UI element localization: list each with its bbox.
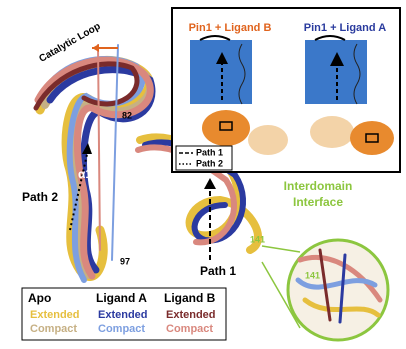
annotation: Path 2 (22, 190, 58, 204)
helix (238, 43, 246, 105)
inset-title: Pin1 + Ligand B (189, 22, 272, 34)
ligand (219, 121, 233, 131)
legend-entry: Extended (30, 309, 80, 321)
legend-header: Ligand A (96, 291, 147, 305)
legend-entry: Compact (30, 323, 77, 335)
ribbon (302, 297, 381, 318)
ribbon (318, 248, 332, 322)
inset-panel (305, 35, 394, 155)
legend: Apo Extended Compact Ligand A Extended Compac… (28, 291, 216, 335)
loop (314, 35, 346, 41)
legend-label: Path 1 (196, 147, 223, 157)
legend-header: Ligand B (164, 291, 216, 305)
annotation: 141 (250, 234, 265, 244)
ribbon (34, 56, 154, 280)
annotation: Path 1 (200, 264, 236, 278)
arrow-head (330, 52, 344, 66)
domain (248, 125, 288, 155)
arrow-head (204, 178, 216, 189)
annotation: α4 (248, 174, 262, 188)
ribbon (135, 144, 238, 246)
legend-entry: Extended (166, 309, 216, 321)
helix-axis (97, 44, 101, 251)
domain (350, 121, 394, 155)
inset-title: Pin1 + Ligand A (304, 22, 386, 34)
legend-entry: Extended (98, 309, 148, 321)
legend-label: Path 2 (196, 158, 223, 168)
zoom-ribbons (295, 248, 383, 324)
arrow-head (216, 52, 228, 64)
zoom-line (261, 261, 301, 329)
annotation: α1 (78, 167, 92, 181)
domain (202, 110, 250, 146)
annotation: Interface (293, 195, 343, 209)
legend-entry: Compact (166, 323, 213, 335)
ribbon (338, 253, 347, 324)
loop (199, 35, 231, 41)
inset-panel (190, 35, 288, 155)
zoom-circle (286, 238, 390, 342)
annotation: 97 (120, 256, 130, 266)
annotation: Interdomain (284, 179, 353, 193)
inset-legend (175, 145, 233, 171)
path-2-arrow (69, 149, 89, 231)
annotation: 82 (122, 110, 132, 120)
ribbon (33, 61, 140, 111)
arrow-head (92, 44, 99, 52)
domain (310, 116, 354, 148)
annotation: 141 (305, 270, 320, 280)
legend-box (21, 287, 227, 341)
arrow-head (82, 143, 92, 154)
zoom-line (261, 245, 301, 253)
ligand (365, 133, 379, 143)
helix (353, 43, 361, 105)
legend-entry: Compact (98, 323, 145, 335)
ribbon (295, 277, 378, 290)
helix-axis (111, 44, 119, 261)
legend-header: Apo (28, 291, 51, 305)
